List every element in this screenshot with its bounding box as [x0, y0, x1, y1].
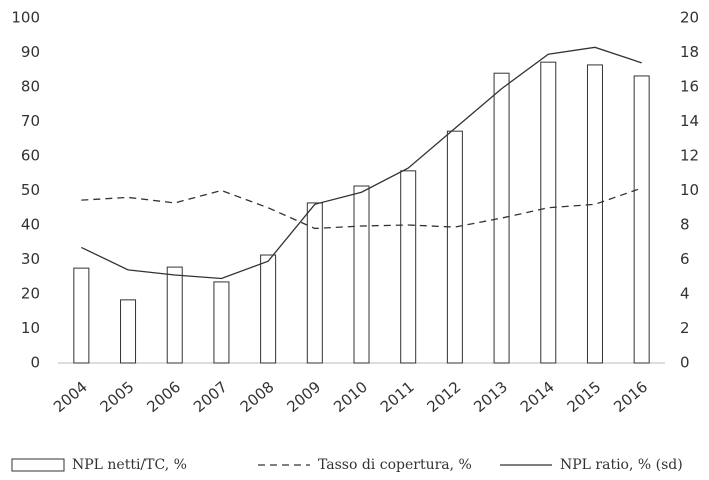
y2-tick-label: 8 [680, 216, 690, 234]
legend-label: Tasso di copertura, % [318, 457, 472, 473]
x-tick-label: 2005 [97, 378, 138, 416]
x-tick-label: 2015 [564, 378, 605, 416]
x-tick-label: 2010 [330, 378, 371, 416]
bar [213, 281, 230, 364]
x-tick-label: 2009 [283, 378, 324, 416]
y-tick-label: 90 [21, 43, 40, 61]
x-tick-label: 2014 [517, 378, 558, 416]
y-tick-label: 30 [21, 250, 40, 268]
bar [493, 72, 510, 364]
y-tick-label: 10 [21, 319, 40, 337]
bar [306, 202, 323, 364]
x-tick-label: 2006 [143, 378, 184, 416]
bar [586, 64, 603, 364]
bar [260, 254, 277, 364]
bar [120, 299, 137, 364]
x-tick-label: 2013 [470, 378, 511, 416]
y2-tick-label: 18 [680, 43, 699, 61]
y-tick-label: 50 [21, 181, 40, 199]
y2-tick-label: 20 [680, 9, 699, 27]
y2-tick-label: 6 [680, 250, 690, 268]
y-tick-label: 20 [21, 285, 40, 303]
y-tick-label: 100 [11, 9, 40, 27]
legend-label: NPL ratio, % (sd) [560, 457, 683, 473]
bar [540, 61, 557, 364]
x-tick-label: 2008 [237, 378, 278, 416]
y2-tick-label: 0 [680, 354, 690, 372]
y2-tick-label: 10 [680, 181, 699, 199]
x-tick-label: 2011 [377, 378, 418, 416]
y-tick-label: 60 [21, 147, 40, 165]
bar [400, 170, 417, 364]
legend-swatch [11, 458, 65, 472]
y2-tick-label: 16 [680, 78, 699, 96]
x-tick-label: 2012 [424, 378, 465, 416]
bar [446, 130, 463, 364]
y2-tick-label: 4 [680, 285, 690, 303]
y-tick-label: 40 [21, 216, 40, 234]
x-tick-label: 2004 [50, 378, 91, 416]
bar [73, 267, 90, 364]
y-tick-label: 80 [21, 78, 40, 96]
line [81, 46, 642, 280]
y2-tick-label: 2 [680, 319, 690, 337]
line [81, 187, 642, 230]
x-tick-label: 2016 [610, 378, 651, 416]
y-tick-label: 0 [30, 354, 40, 372]
y2-tick-label: 12 [680, 147, 699, 165]
y2-tick-label: 14 [680, 112, 699, 130]
legend-label: NPL netti/TC, % [72, 457, 187, 473]
bar [353, 185, 370, 364]
bar [166, 266, 183, 364]
y-tick-label: 70 [21, 112, 40, 130]
bar [633, 75, 650, 364]
x-tick-label: 2007 [190, 378, 231, 416]
